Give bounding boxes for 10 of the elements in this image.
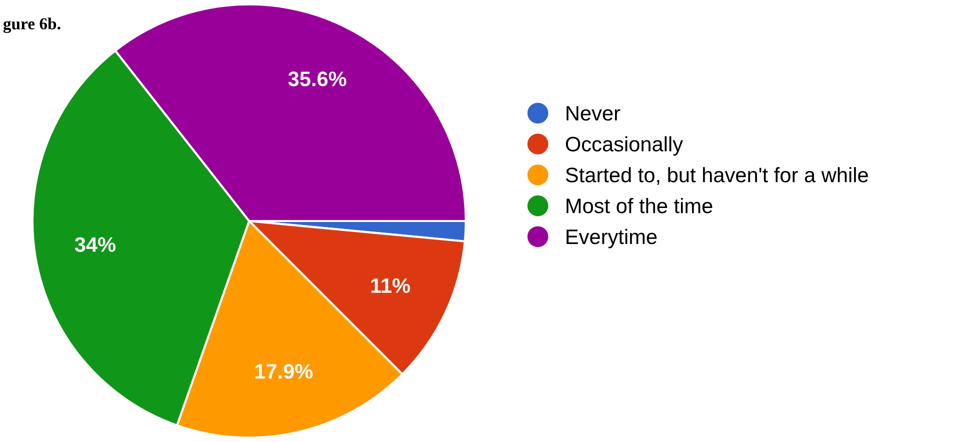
legend-label: Occasionally bbox=[566, 136, 683, 156]
legend-label: Most of the time bbox=[566, 198, 712, 214]
legend-label: Started to, but haven't for a while bbox=[566, 167, 868, 185]
legend-label: Never bbox=[566, 106, 620, 121]
text: gure 6b. bbox=[3, 18, 60, 33]
data-label: 17.9% bbox=[255, 364, 313, 379]
data-label: 35.6% bbox=[288, 72, 346, 86]
data-label: 11% bbox=[371, 278, 410, 293]
data-label: 34% bbox=[74, 237, 116, 252]
legend-label: Everytime bbox=[566, 228, 657, 248]
